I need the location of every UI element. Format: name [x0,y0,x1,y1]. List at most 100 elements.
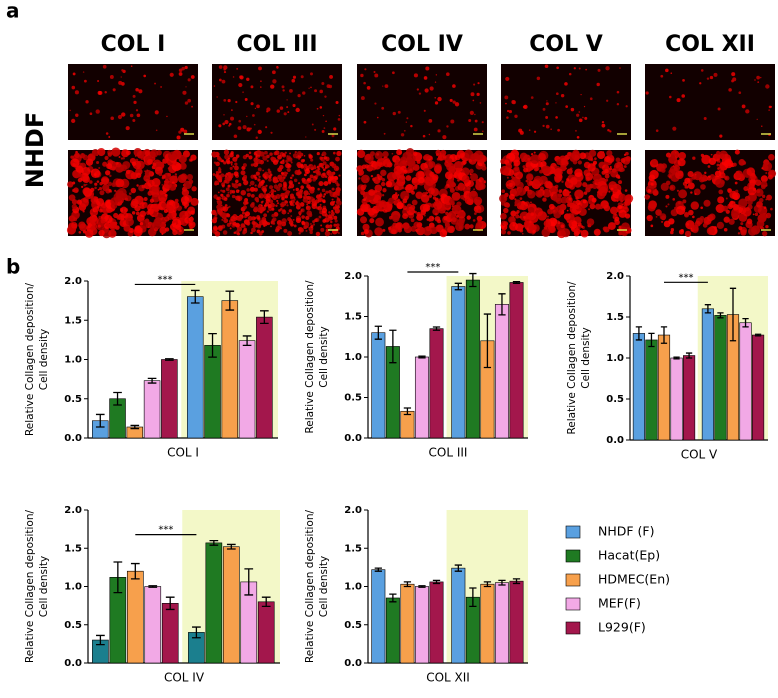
cell [703,199,711,207]
cell [69,109,71,112]
cell [215,174,219,178]
legend-label: MEF(F) [598,596,641,611]
error-bar [704,304,712,314]
cell [108,229,117,238]
cell [362,223,370,231]
cell [527,183,531,187]
cell [419,203,429,213]
cell [282,159,285,162]
cell [364,154,371,161]
cell [452,100,456,104]
cell [283,181,287,186]
cell [311,228,313,230]
cell [669,95,672,99]
cell [91,149,99,157]
cell [99,208,103,213]
cell [300,159,305,163]
cell [399,160,408,168]
cell [514,114,518,118]
cell [274,178,278,183]
cell [766,194,773,201]
cell [533,130,537,133]
cell [325,224,330,229]
cell [233,195,237,199]
cell [754,79,756,81]
cell [740,222,744,226]
cell [456,170,460,174]
cell [741,104,746,109]
cell [322,195,325,198]
cell [415,191,423,199]
cell [158,172,163,177]
cell [305,215,310,221]
cell [548,203,555,210]
cell [96,160,100,164]
cell [190,75,195,79]
x-axis-label: COL I [167,446,199,460]
cell [330,180,333,183]
cell [444,171,453,180]
cell [186,174,193,181]
cell [321,130,325,133]
cell [322,114,325,117]
cell [293,178,298,183]
cell [439,229,448,238]
cell [474,113,476,116]
cell [665,205,668,208]
micrograph [212,64,342,140]
cell [453,204,459,211]
cell [712,153,721,162]
cell [720,179,725,185]
error-bar [208,332,217,358]
cell [515,171,524,180]
cell [374,227,383,236]
cell [434,101,439,105]
cell [121,69,124,72]
cell [263,206,266,209]
cell [380,181,386,187]
cell [260,86,262,88]
cell [449,198,455,205]
cell [521,232,524,235]
cell [737,232,741,235]
cell [223,180,227,184]
cell [233,231,236,235]
bar [221,300,239,439]
cell [336,150,342,157]
bar [385,597,400,664]
cell [308,87,310,89]
cell [453,160,464,171]
cell [446,72,450,77]
cell [135,87,139,92]
cell [250,163,254,167]
cell [396,149,403,156]
cell [293,198,296,201]
cell [561,180,564,183]
cell [374,102,377,105]
significance-label: *** [678,272,693,283]
cell [450,119,455,124]
cell [425,176,435,187]
cell [437,96,442,102]
cell [515,214,520,219]
cell [161,233,164,235]
cell [583,191,588,195]
cell [409,168,413,172]
cell [646,214,653,222]
y-tick-label: 0.5 [606,394,624,405]
cell [257,178,261,182]
bar [238,340,256,439]
cell [222,230,228,235]
cell [166,115,168,118]
cell [734,181,738,185]
cell [236,232,241,236]
cell [223,149,230,155]
y-tick-label: 1.5 [64,543,82,554]
cell [72,181,76,185]
cell [175,175,178,178]
cell [248,151,252,155]
cell [623,165,627,168]
cell [265,173,270,178]
cell [225,172,228,175]
cell [98,229,105,237]
